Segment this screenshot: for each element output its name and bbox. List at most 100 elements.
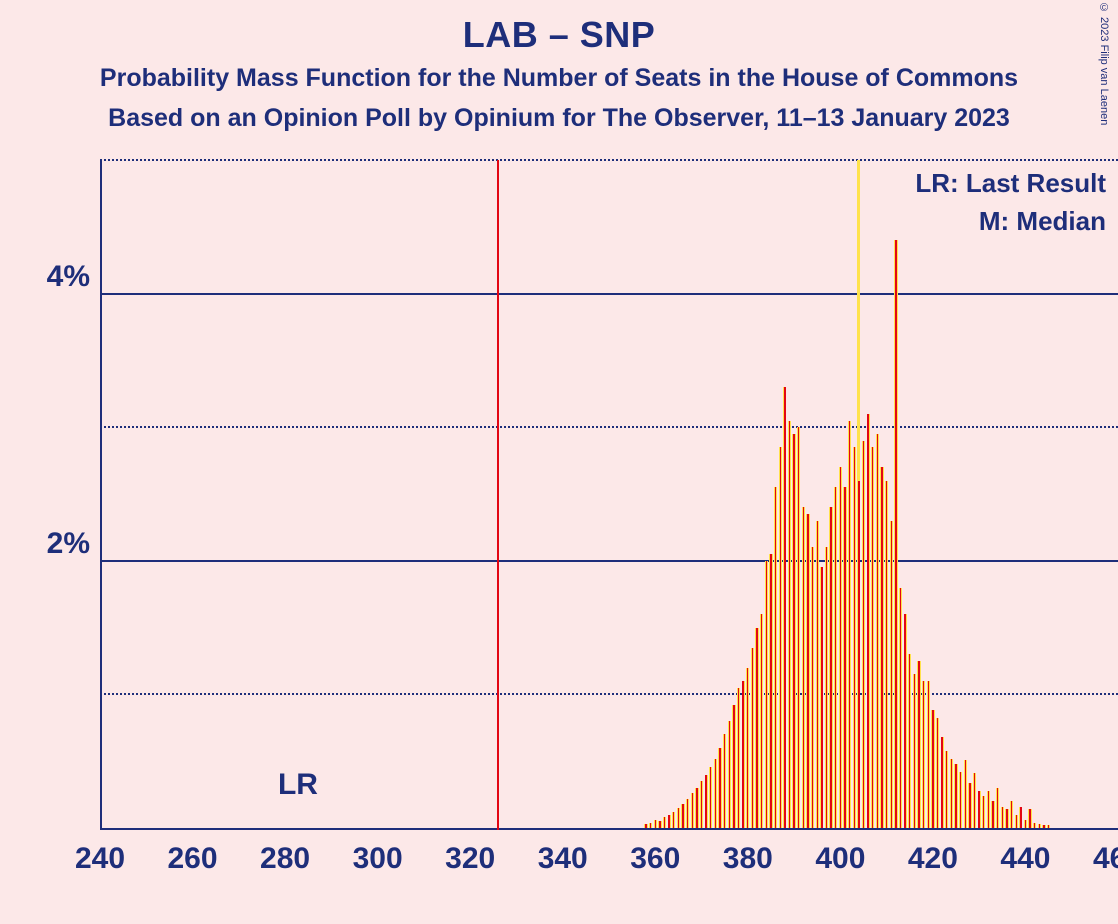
bar-red [992,801,993,828]
bar-red [914,674,915,828]
chart-subtitle-2: Based on an Opinion Poll by Opinium for … [0,104,1118,133]
x-tick-label: 240 [75,842,125,876]
legend-median: M: Median [979,206,1106,237]
bar-red [752,648,753,828]
bar-red [701,781,702,828]
chart-subtitle-1: Probability Mass Function for the Number… [0,64,1118,93]
chart-title: LAB – SNP [0,14,1118,56]
bars-layer [100,160,1118,828]
bar-red [937,718,938,828]
bar-red [863,441,864,828]
bar-red [1025,820,1026,828]
bar-red [738,688,739,828]
legend-last-result: LR: Last Result [915,168,1106,199]
chart-root: LAB – SNP Probability Mass Function for … [0,0,1118,924]
bar-red [687,799,688,828]
bar-red [803,507,804,828]
bar-red [928,681,929,828]
x-tick-label: 440 [1000,842,1050,876]
bar-red [891,521,892,828]
bar-red [678,808,679,828]
y-tick-label: 2% [47,527,90,561]
x-tick-label: 400 [815,842,865,876]
x-tick-label: 460 [1093,842,1118,876]
bar-red [960,772,961,828]
y-tick-label: 4% [47,260,90,294]
x-tick-label: 420 [908,842,958,876]
bar-red [756,628,757,828]
bar-red [872,447,873,828]
bar-red [1048,825,1049,828]
lr-vertical-line [497,160,499,830]
bar-red [904,614,905,828]
bar-red [784,387,785,828]
bar-red [682,804,683,828]
bar-red [1043,825,1044,828]
bar-red [1020,807,1021,828]
bar-red [835,487,836,828]
bar-red [900,588,901,828]
bar-red [817,521,818,828]
bar-red [1039,824,1040,828]
x-tick-label: 280 [260,842,310,876]
bar-red [724,734,725,828]
bar-red [807,514,808,828]
x-tick-label: 340 [538,842,588,876]
bar-red [645,824,646,828]
bar-red [955,764,956,828]
bar-red [733,705,734,828]
bar-red [775,487,776,828]
bar-red [673,812,674,828]
x-tick-label: 320 [445,842,495,876]
bar-red [821,567,822,828]
bar-red [747,668,748,828]
bar-red [789,421,790,828]
bar-red [886,481,887,828]
bar-red [705,775,706,828]
bar-red [664,817,665,828]
bar-red [867,414,868,828]
bar-red [1006,809,1007,828]
bar-red [877,434,878,828]
bar-red [974,773,975,828]
bar-red [988,791,989,828]
bar-red [826,547,827,828]
bar-red [770,554,771,828]
x-tick-label: 380 [723,842,773,876]
lr-label: LR [278,768,318,802]
bar-red [830,507,831,828]
bar-red [969,783,970,828]
copyright-text: © 2023 Filip van Laenen [1098,2,1110,125]
bar-red [978,791,979,828]
bar-red [923,681,924,828]
bar-red [696,788,697,828]
bar-red [918,661,919,828]
bar-red [710,767,711,828]
bar-red [840,467,841,828]
bar-red [983,796,984,828]
bar-red [849,421,850,828]
bar-red [895,240,896,828]
bar-red [932,710,933,828]
bar-red [1011,801,1012,828]
bar-red [1016,815,1017,828]
x-tick-label: 360 [630,842,680,876]
bar-red [965,760,966,828]
bar-red [946,751,947,828]
bar-red [729,721,730,828]
bar-red [793,434,794,828]
bar-red [766,561,767,828]
bar-red [951,759,952,828]
bar-red [650,823,651,828]
bar-red [715,759,716,828]
bar-red [719,748,720,828]
bar-red [1034,823,1035,828]
bar-red [858,481,859,828]
bar-red [909,654,910,828]
x-tick-label: 300 [353,842,403,876]
x-tick-label: 260 [168,842,218,876]
bar-red [812,547,813,828]
bar-red [668,815,669,828]
bar-red [659,821,660,828]
bar-red [854,447,855,828]
